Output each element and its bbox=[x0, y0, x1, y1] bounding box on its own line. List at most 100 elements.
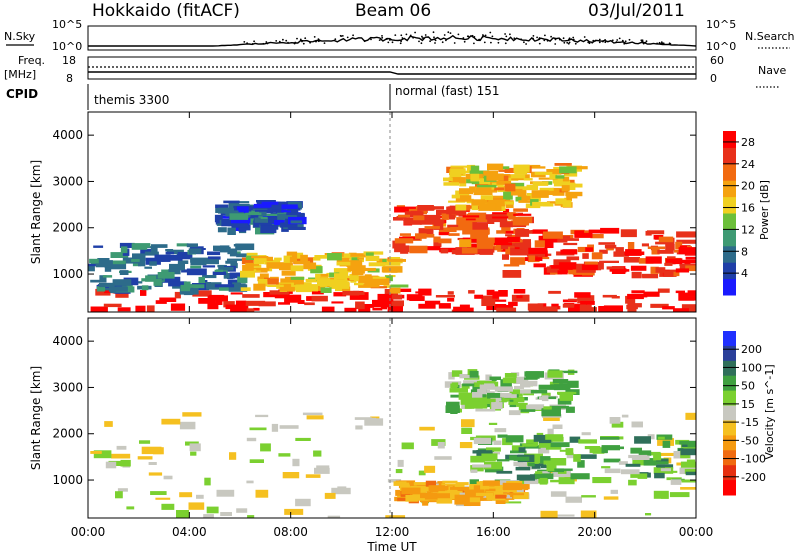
heatmap-cell bbox=[508, 401, 519, 405]
heatmap-cell bbox=[245, 262, 260, 266]
heatmap-cell bbox=[131, 243, 151, 248]
heatmap-cell bbox=[349, 292, 369, 300]
heatmap-cell bbox=[543, 460, 560, 465]
power-colorbar-tick-label: 16 bbox=[741, 202, 755, 215]
heatmap-cell bbox=[507, 236, 520, 243]
heatmap-cell bbox=[461, 419, 475, 428]
heatmap-cell bbox=[278, 302, 290, 305]
heatmap-cell bbox=[543, 231, 563, 239]
heatmap-cell bbox=[424, 226, 440, 229]
heatmap-cell bbox=[310, 266, 323, 274]
heatmap-cell bbox=[93, 450, 112, 459]
heatmap-cell bbox=[336, 261, 351, 266]
heatmap-cell bbox=[131, 259, 140, 262]
heatmap-cell bbox=[573, 454, 581, 462]
freq-unit: [MHz] bbox=[4, 68, 36, 81]
nsearch-dot bbox=[538, 37, 541, 39]
heatmap-cell bbox=[149, 261, 157, 266]
heatmap-cell bbox=[550, 479, 561, 483]
heatmap-cell bbox=[511, 174, 526, 179]
heatmap-cell bbox=[320, 287, 332, 293]
heatmap-cell bbox=[186, 243, 198, 248]
heatmap-cell bbox=[651, 247, 660, 255]
heatmap-cell bbox=[418, 303, 436, 309]
heatmap-cell bbox=[246, 437, 257, 442]
heatmap-cell bbox=[630, 447, 642, 454]
heatmap-cell bbox=[603, 458, 621, 463]
heatmap-cell bbox=[438, 303, 451, 309]
heatmap-cell bbox=[203, 259, 219, 265]
heatmap-cell bbox=[540, 456, 551, 464]
heatmap-cell bbox=[214, 269, 224, 272]
heatmap-cell bbox=[424, 465, 436, 473]
heatmap-cell bbox=[177, 252, 188, 255]
heatmap-cell bbox=[437, 442, 445, 449]
nsearch-dot bbox=[453, 42, 456, 44]
heatmap-cell bbox=[233, 244, 248, 247]
heatmap-cell bbox=[90, 279, 102, 283]
heatmap-cell bbox=[302, 412, 323, 416]
heatmap-cell bbox=[503, 501, 522, 504]
heatmap-cell bbox=[611, 421, 624, 428]
nsearch-dot bbox=[574, 42, 577, 45]
heatmap-cell bbox=[631, 455, 650, 460]
heatmap-cell bbox=[459, 170, 470, 174]
heatmap-cell bbox=[488, 422, 498, 425]
heatmap-cell bbox=[476, 246, 495, 253]
heatmap-cell bbox=[135, 305, 146, 312]
nsearch-dot bbox=[504, 42, 507, 45]
heatmap-cell bbox=[631, 290, 645, 294]
heatmap-cell bbox=[253, 219, 260, 228]
heatmap-cell bbox=[215, 204, 229, 208]
power-colorbar-bin bbox=[723, 262, 736, 280]
heatmap-cell bbox=[609, 269, 630, 272]
heatmap-cell bbox=[561, 185, 570, 192]
power-heatmap bbox=[88, 163, 696, 312]
heatmap-cell bbox=[198, 298, 216, 304]
heatmap-cell bbox=[108, 286, 128, 292]
heatmap-cell bbox=[214, 246, 231, 252]
nsearch-dot bbox=[275, 40, 278, 42]
heatmap-cell bbox=[499, 221, 513, 228]
nsearch-dot bbox=[550, 35, 552, 38]
heatmap-cell bbox=[662, 440, 671, 448]
nsearch-dot bbox=[538, 42, 541, 45]
heatmap-cell bbox=[410, 210, 422, 216]
heatmap-cell bbox=[229, 272, 248, 279]
heatmap-cell bbox=[522, 186, 534, 191]
heatmap-cell bbox=[104, 421, 113, 427]
heatmap-cell bbox=[534, 240, 545, 248]
heatmap-cell bbox=[541, 392, 551, 397]
heatmap-cell bbox=[257, 276, 264, 282]
heatmap-cell bbox=[449, 172, 462, 180]
heatmap-cell bbox=[502, 254, 509, 260]
heatmap-cell bbox=[513, 289, 526, 294]
nsearch-dot bbox=[656, 42, 658, 45]
heatmap-cell bbox=[413, 482, 431, 486]
nsearch-dot bbox=[481, 36, 484, 38]
heatmap-cell bbox=[546, 201, 556, 204]
heatmap-cell bbox=[470, 455, 485, 463]
heatmap-cell bbox=[155, 497, 171, 500]
heatmap-cell bbox=[685, 471, 696, 476]
heatmap-cell bbox=[516, 295, 523, 299]
heatmap-cell bbox=[680, 487, 696, 490]
heatmap-cell bbox=[493, 299, 507, 302]
heatmap-cell bbox=[387, 479, 402, 483]
heatmap-cell bbox=[487, 219, 495, 224]
heatmap-cell bbox=[448, 214, 456, 220]
velocity-colorbar-bin bbox=[723, 331, 736, 347]
heatmap-cell bbox=[217, 227, 227, 233]
heatmap-cell bbox=[235, 243, 255, 250]
heatmap-cell bbox=[227, 258, 243, 261]
heatmap-cell bbox=[409, 245, 428, 254]
heatmap-cell bbox=[271, 204, 287, 210]
heatmap-cell bbox=[510, 257, 526, 265]
heatmap-cell bbox=[485, 374, 492, 382]
heatmap-cell bbox=[300, 254, 308, 262]
power-colorbar-bin bbox=[723, 278, 736, 296]
velocity-colorbar-bin bbox=[723, 390, 736, 406]
heatmap-cell bbox=[669, 492, 690, 498]
heatmap-cell bbox=[527, 458, 547, 466]
nsearch-dot bbox=[457, 33, 460, 36]
